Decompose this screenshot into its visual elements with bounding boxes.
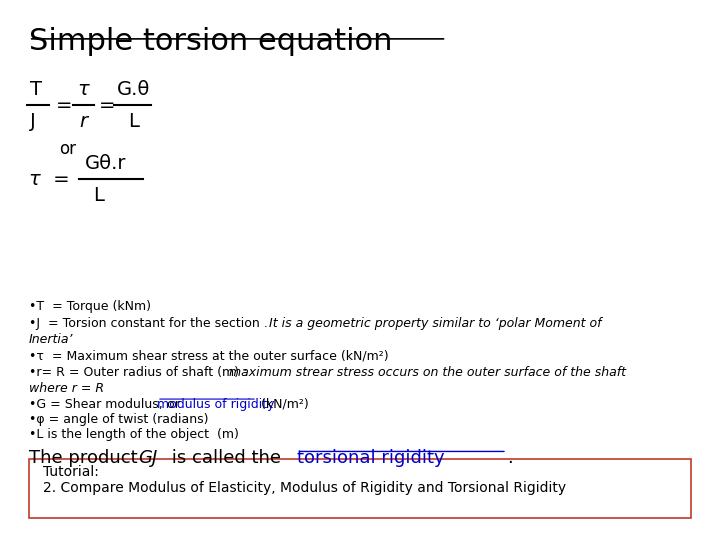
Text: •G = Shear modulus; or: •G = Shear modulus; or [29, 398, 184, 411]
Text: •J  = Torsion constant for the section .: •J = Torsion constant for the section . [29, 317, 271, 330]
Text: =: = [55, 96, 72, 115]
Text: •φ = angle of twist (radians): •φ = angle of twist (radians) [29, 413, 208, 426]
Text: .: . [507, 449, 513, 467]
Text: GJ: GJ [138, 449, 158, 467]
Text: maximum strear stress occurs on the outer surface of the shaft: maximum strear stress occurs on the oute… [229, 366, 626, 379]
Text: is called the: is called the [166, 449, 287, 467]
Text: τ: τ [77, 79, 89, 99]
Text: where r = R: where r = R [29, 382, 104, 395]
Text: Tutorial:: Tutorial: [43, 465, 99, 480]
Text: L: L [94, 186, 104, 205]
Text: Gθ.r: Gθ.r [85, 153, 127, 173]
Text: τ  =: τ = [29, 170, 69, 189]
Text: =: = [99, 96, 116, 115]
Text: or: or [59, 139, 76, 158]
Text: (kN/m²): (kN/m²) [257, 398, 309, 411]
Text: J: J [30, 112, 36, 131]
Text: T: T [30, 79, 42, 99]
Text: •T  = Torque (kNm): •T = Torque (kNm) [29, 300, 150, 313]
Text: r: r [79, 112, 87, 131]
Text: 2. Compare Modulus of Elasticity, Modulus of Rigidity and Torsional Rigidity: 2. Compare Modulus of Elasticity, Modulu… [43, 481, 567, 495]
Text: •τ  = Maximum shear stress at the outer surface (kN/m²): •τ = Maximum shear stress at the outer s… [29, 349, 388, 362]
Text: Inertia’: Inertia’ [29, 333, 73, 346]
Text: •r= R = Outer radius of shaft (m) :: •r= R = Outer radius of shaft (m) : [29, 366, 251, 379]
Text: L: L [128, 112, 139, 131]
Text: G.θ: G.θ [117, 79, 150, 99]
Text: •L is the length of the object  (m): •L is the length of the object (m) [29, 428, 238, 441]
Text: It is a geometric property similar to ‘polar Moment of: It is a geometric property similar to ‘p… [269, 317, 602, 330]
Text: torsional rigidity: torsional rigidity [297, 449, 444, 467]
Text: modulus of rigidity: modulus of rigidity [157, 398, 274, 411]
FancyBboxPatch shape [29, 459, 691, 518]
Text: Simple torsion equation: Simple torsion equation [29, 27, 392, 56]
Text: The product: The product [29, 449, 143, 467]
